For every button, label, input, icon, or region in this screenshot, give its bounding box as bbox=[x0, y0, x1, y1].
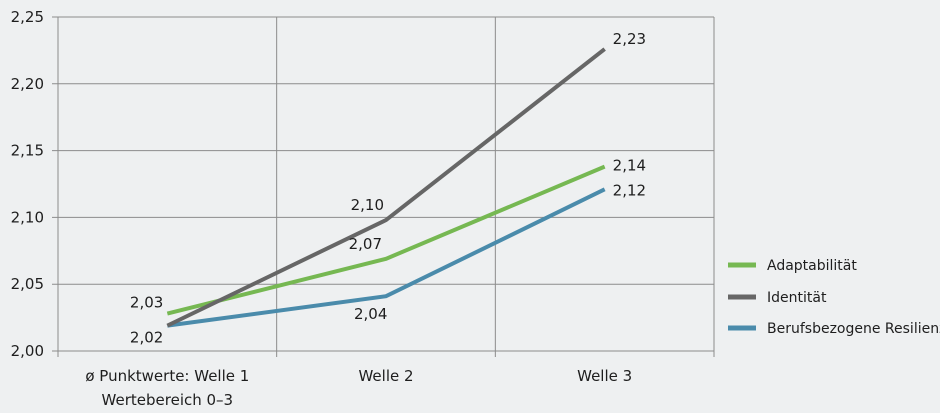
data-label: 2,14 bbox=[613, 157, 646, 175]
series-line-0 bbox=[166, 164, 606, 316]
x-tick-label: ø Punktwerte: Welle 1 bbox=[85, 367, 249, 385]
legend-label: Identität bbox=[767, 290, 827, 306]
legend-label: Berufsbezogene Resilienz bbox=[767, 321, 940, 337]
data-label: 2,03 bbox=[130, 294, 163, 312]
y-tick-label: 2,15 bbox=[11, 142, 44, 160]
y-tick-label: 2,20 bbox=[11, 75, 44, 93]
x-axis-note: Wertebereich 0–3 bbox=[102, 391, 234, 409]
data-label: 2,02 bbox=[130, 329, 163, 347]
legend-label: Adaptabilität bbox=[767, 258, 857, 274]
series-line-1 bbox=[166, 47, 606, 328]
y-tick-label: 2,05 bbox=[11, 275, 44, 293]
data-label: 2,23 bbox=[613, 30, 646, 48]
x-tick-label: Welle 3 bbox=[577, 367, 632, 385]
data-label: 2,07 bbox=[349, 235, 382, 253]
x-tick-label: Welle 2 bbox=[358, 367, 413, 385]
series-line-2 bbox=[167, 187, 606, 328]
data-label: 2,10 bbox=[351, 196, 384, 214]
y-tick-label: 2,10 bbox=[11, 208, 44, 226]
y-tick-label: 2,00 bbox=[11, 342, 44, 360]
data-label: 2,12 bbox=[613, 181, 646, 199]
data-label: 2,04 bbox=[354, 305, 387, 323]
y-tick-label: 2,25 bbox=[11, 8, 44, 26]
